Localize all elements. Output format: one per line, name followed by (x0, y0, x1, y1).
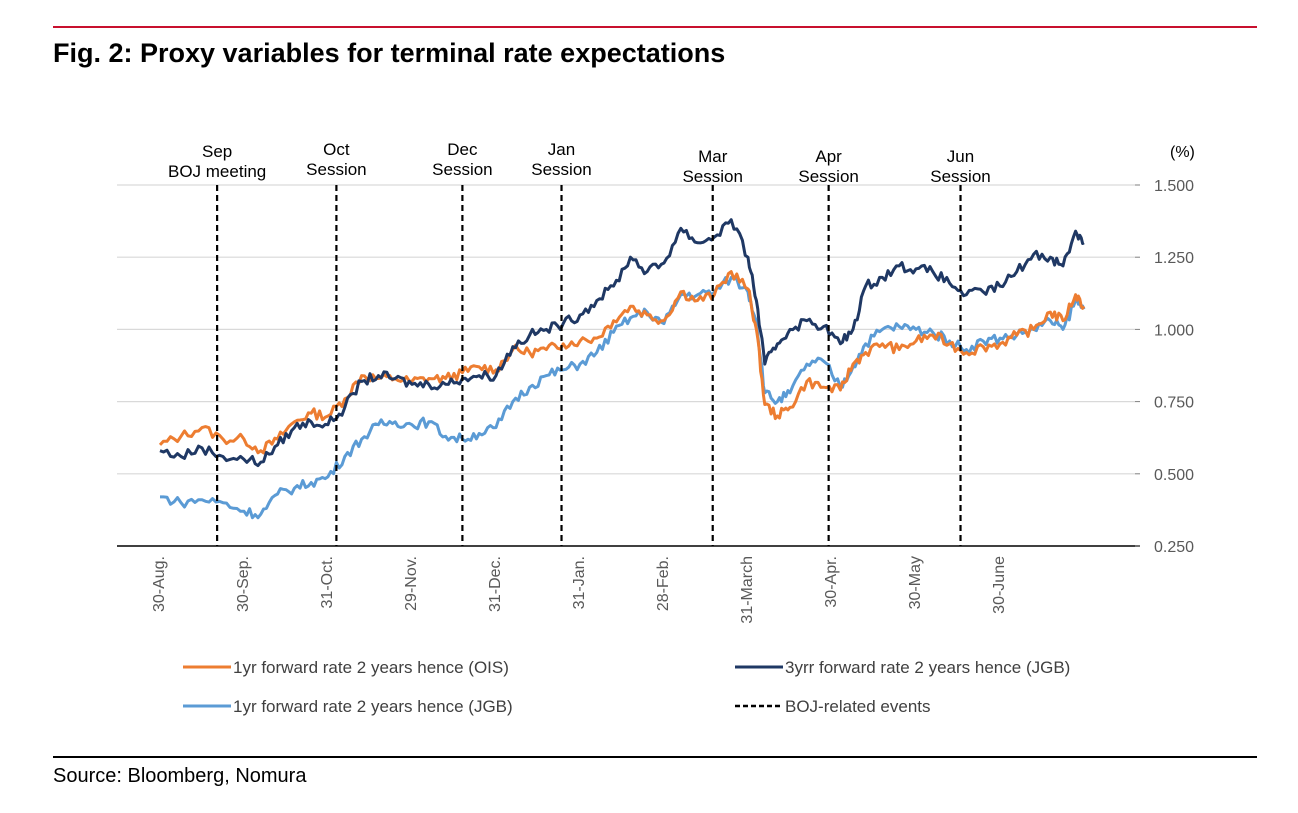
event-label: Session (682, 167, 742, 186)
event-label: Jun (947, 147, 974, 166)
axes (117, 184, 1140, 547)
axis-labels: 1.500 1.250 1.000 0.750 0.500 0.250 (%) 30-Aug.… (151, 140, 1195, 624)
event-label: Apr (815, 147, 842, 166)
event-label: Session (432, 160, 492, 179)
top-red-rule (53, 26, 1257, 28)
x-tick-label: 31-Jan. (571, 556, 588, 609)
event-label: Sep (202, 142, 232, 161)
bottom-rule (53, 756, 1257, 758)
legend-label: 1yr forward rate 2 years hence (JGB) (233, 697, 513, 716)
event-label: Session (798, 167, 858, 186)
x-tick-label: 30-June (991, 556, 1008, 614)
event-label: Mar (698, 147, 728, 166)
line-chart: 1.500 1.250 1.000 0.750 0.500 0.250 (%) 30-Aug.… (117, 140, 1195, 716)
source-note: Source: Bloomberg, Nomura (53, 765, 307, 787)
y-tick-label: 1.500 (1154, 178, 1194, 195)
event-label: Jan (548, 140, 575, 159)
x-tick-label: 30-Aug. (151, 556, 168, 612)
series-lines (158, 218, 1086, 520)
legend-label: 1yr forward rate 2 years hence (OIS) (233, 658, 509, 677)
gridlines (117, 184, 1135, 475)
y-tick-label: 0.500 (1154, 467, 1194, 484)
event-label: Session (306, 160, 366, 179)
y-tick-label: 0.250 (1154, 539, 1194, 556)
y-tick-label: 1.000 (1154, 322, 1194, 339)
y-axis-unit: (%) (1170, 144, 1195, 161)
x-tick-label: 28-Feb. (655, 556, 672, 611)
x-tick-label: 30-May (907, 556, 924, 609)
event-label: Session (531, 160, 591, 179)
event-label: Oct (323, 140, 350, 159)
x-tick-label: 31-Oct. (319, 556, 336, 608)
event-lines (216, 185, 962, 546)
event-label: BOJ meeting (168, 162, 266, 181)
legend-label: 3yrr forward rate 2 years hence (JGB) (785, 658, 1070, 677)
y-tick-label: 0.750 (1154, 395, 1194, 412)
y-tick-label: 1.250 (1154, 250, 1194, 267)
figure-title: Fig. 2: Proxy variables for terminal rat… (53, 38, 726, 68)
legend-label: BOJ-related events (785, 697, 931, 716)
x-tick-label: 30-Sep. (235, 556, 252, 612)
x-tick-label: 29-Nov. (403, 556, 420, 611)
event-label: Session (930, 167, 990, 186)
event-label: Dec (447, 140, 478, 159)
x-tick-label: 30-Apr. (823, 556, 840, 608)
x-tick-label: 31-Dec. (487, 556, 504, 612)
legend: 1yr forward rate 2 years hence (OIS) 3yrr… (183, 658, 1070, 716)
x-tick-label: 31-March (739, 556, 756, 624)
series-line-1 (160, 275, 1086, 520)
